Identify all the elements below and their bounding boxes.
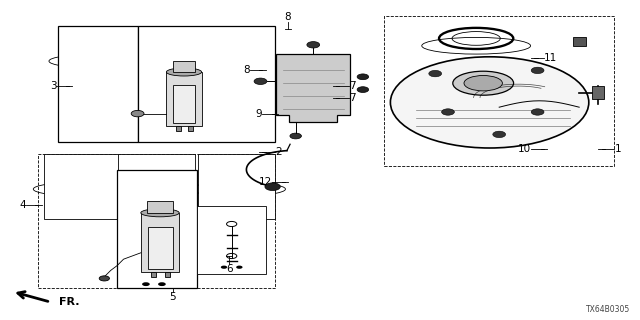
Ellipse shape [141,209,179,217]
Circle shape [493,131,506,138]
Text: 9: 9 [256,108,262,119]
Text: 1: 1 [614,144,621,154]
Circle shape [290,133,301,139]
Circle shape [221,266,227,269]
Bar [173,61,195,72]
Circle shape [429,70,442,77]
Ellipse shape [453,71,514,95]
Bar [151,272,156,277]
Text: 6: 6 [226,264,232,274]
Circle shape [531,109,544,115]
Ellipse shape [166,68,202,76]
Bar [44,154,120,219]
Text: 12: 12 [259,177,272,188]
Bar [118,154,195,219]
Bar [173,85,195,123]
Ellipse shape [464,76,502,91]
Bar [141,213,179,272]
Bar [384,16,614,166]
Bar [117,170,197,288]
Bar [147,201,173,213]
Circle shape [357,74,369,80]
Circle shape [442,109,454,115]
Circle shape [307,42,319,48]
Bar [38,154,275,288]
Text: 2: 2 [275,147,282,157]
Bar [58,26,138,142]
Circle shape [357,87,369,92]
Circle shape [131,110,144,117]
Circle shape [142,282,150,286]
Circle shape [254,78,267,84]
Text: 7: 7 [349,92,355,103]
Ellipse shape [390,57,589,148]
Bar [165,272,170,277]
Bar [188,126,193,131]
Text: 8: 8 [285,12,291,22]
Circle shape [158,282,166,286]
Text: TX64B0305: TX64B0305 [586,305,630,314]
Text: 7: 7 [349,81,355,92]
Text: 5: 5 [170,292,176,302]
Bar [166,72,202,126]
Bar [592,86,604,99]
Text: 3: 3 [50,81,56,92]
Circle shape [236,266,243,269]
Circle shape [99,276,109,281]
Circle shape [265,183,280,190]
Circle shape [531,67,544,74]
Text: FR.: FR. [59,297,79,307]
Text: 11: 11 [544,52,557,63]
Bar [198,154,275,219]
Text: 4: 4 [19,200,26,210]
Bar [573,37,586,46]
Bar [138,26,275,142]
Bar [197,206,266,274]
Text: 10: 10 [518,144,531,154]
Bar [176,126,181,131]
Bar [148,227,173,269]
Polygon shape [276,54,350,122]
Text: 8: 8 [243,65,250,76]
